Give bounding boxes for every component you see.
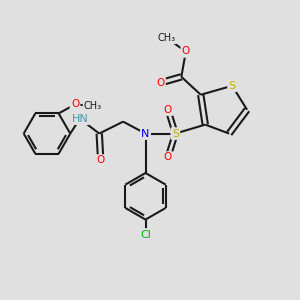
Text: O: O <box>182 46 190 56</box>
Text: O: O <box>71 99 79 110</box>
Text: S: S <box>229 81 236 91</box>
Text: O: O <box>164 152 172 163</box>
Text: CH₃: CH₃ <box>84 101 102 111</box>
Text: S: S <box>172 129 179 139</box>
Text: O: O <box>164 105 172 115</box>
Text: CH₃: CH₃ <box>158 33 175 43</box>
Text: HN: HN <box>71 114 88 124</box>
Text: O: O <box>156 78 165 88</box>
Text: Cl: Cl <box>140 230 151 239</box>
Text: N: N <box>141 129 150 139</box>
Text: O: O <box>97 155 105 166</box>
